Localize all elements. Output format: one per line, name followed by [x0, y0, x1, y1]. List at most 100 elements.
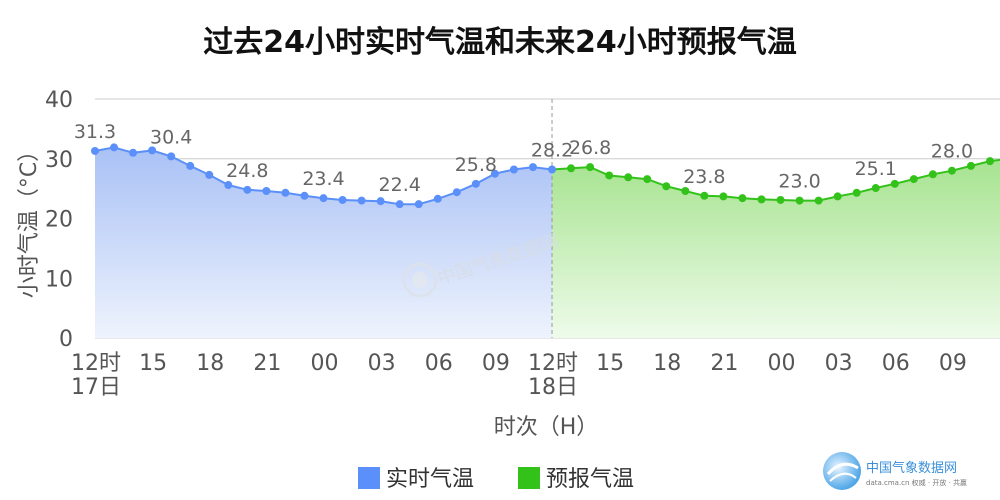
data-point-forecast[interactable]: [662, 182, 671, 191]
data-label-observed: 22.4: [379, 174, 421, 196]
data-label-observed: 28.2: [531, 140, 573, 162]
data-point-forecast[interactable]: [852, 188, 861, 197]
legend-item-observed[interactable]: 实时气温: [358, 467, 474, 492]
data-labels: 31.3 30.4 24.8 23.4 22.4 25.8 28.226.8 23.8 23.0…: [74, 121, 973, 196]
data-point-observed[interactable]: [224, 181, 233, 190]
data-point-forecast[interactable]: [909, 175, 918, 184]
data-point-observed[interactable]: [319, 194, 328, 203]
x-tick-label: 03: [825, 351, 853, 376]
data-point-forecast[interactable]: [833, 192, 842, 201]
x-tick-sublabel: 18日: [528, 375, 578, 400]
data-point-forecast[interactable]: [643, 175, 652, 184]
x-tick-label: 12时: [528, 351, 578, 376]
x-axis-label: 时次（H）: [494, 415, 599, 440]
data-point-forecast[interactable]: [719, 192, 728, 201]
data-point-observed[interactable]: [376, 197, 385, 206]
data-label-observed: 25.8: [455, 154, 497, 176]
cma-logo-icon: [823, 452, 861, 490]
cma-data-logo: 中国气象数据网 data.cma.cn 权威 · 开放 · 共赢: [823, 452, 967, 490]
x-tick-label: 21: [253, 351, 281, 376]
data-point-forecast[interactable]: [738, 194, 747, 203]
cma-logo-subtitle: data.cma.cn 权威 · 开放 · 共赢: [866, 478, 967, 487]
data-point-forecast[interactable]: [986, 157, 994, 166]
data-point-observed[interactable]: [148, 146, 157, 155]
data-point-observed[interactable]: [167, 152, 176, 161]
x-tick-label: 15: [596, 351, 624, 376]
data-point-forecast[interactable]: [928, 170, 937, 179]
x-tick-label: 15: [139, 351, 167, 376]
data-point-observed[interactable]: [548, 165, 557, 174]
x-tick-sublabel: 17日: [71, 375, 121, 400]
data-point-observed[interactable]: [129, 148, 138, 157]
data-point-forecast[interactable]: [567, 164, 576, 173]
data-point-observed[interactable]: [243, 185, 252, 194]
data-label-forecast: 26.8: [569, 137, 611, 159]
legend: 实时气温 预报气温: [358, 467, 634, 492]
data-point-observed[interactable]: [433, 194, 442, 203]
data-label-forecast: 23.0: [778, 171, 820, 193]
data-label-observed: 24.8: [226, 160, 268, 182]
legend-label-forecast: 预报气温: [546, 467, 634, 492]
y-tick-label: 10: [45, 267, 73, 292]
data-point-observed[interactable]: [338, 195, 347, 204]
data-point-forecast[interactable]: [757, 195, 766, 204]
data-point-forecast[interactable]: [947, 166, 956, 175]
x-tick-label: 18: [196, 351, 224, 376]
data-point-forecast[interactable]: [795, 196, 804, 205]
data-point-forecast[interactable]: [966, 161, 975, 170]
data-point-observed[interactable]: [471, 179, 480, 188]
data-label-observed: 30.4: [150, 126, 192, 148]
legend-item-forecast[interactable]: 预报气温: [518, 467, 634, 492]
data-point-forecast[interactable]: [700, 191, 709, 200]
data-label-forecast: 28.0: [931, 141, 973, 163]
legend-swatch-observed: [358, 467, 380, 489]
data-point-observed[interactable]: [509, 165, 518, 174]
data-point-observed[interactable]: [281, 188, 290, 197]
data-point-forecast[interactable]: [776, 195, 785, 204]
data-point-forecast[interactable]: [890, 179, 899, 188]
x-tick-label: 00: [768, 351, 796, 376]
x-tick-label: 06: [425, 351, 453, 376]
x-tick-label: 09: [939, 351, 967, 376]
data-point-observed[interactable]: [110, 143, 119, 152]
cma-logo-title: 中国气象数据网: [866, 460, 957, 476]
legend-label-observed: 实时气温: [386, 467, 474, 492]
data-point-observed[interactable]: [91, 146, 99, 155]
data-point-observed[interactable]: [205, 170, 214, 179]
y-tick-label: 40: [45, 88, 73, 113]
data-point-forecast[interactable]: [814, 196, 823, 205]
data-label-observed: 31.3: [74, 121, 116, 143]
data-point-forecast[interactable]: [605, 171, 614, 180]
data-point-observed[interactable]: [452, 188, 461, 197]
series-area-observed: [95, 147, 552, 338]
data-point-forecast[interactable]: [681, 187, 690, 196]
data-point-forecast[interactable]: [624, 173, 633, 182]
y-tick-label: 30: [45, 148, 73, 173]
series-areas: [95, 147, 1000, 338]
data-label-forecast: 25.1: [855, 158, 897, 180]
y-tick-label: 0: [59, 327, 73, 352]
data-point-forecast[interactable]: [871, 184, 880, 193]
series-points: [91, 143, 994, 209]
data-point-observed[interactable]: [357, 196, 366, 205]
chart-title: 过去24小时实时气温和未来24小时预报气温: [203, 25, 797, 60]
x-tick-label: 03: [368, 351, 396, 376]
y-axis-ticks: 0 10 20 30 40: [45, 88, 73, 352]
legend-swatch-forecast: [518, 467, 540, 489]
x-tick-label: 09: [482, 351, 510, 376]
data-point-forecast[interactable]: [586, 163, 595, 172]
x-tick-label: 00: [311, 351, 339, 376]
x-tick-label: 18: [653, 351, 681, 376]
data-point-observed[interactable]: [186, 161, 195, 170]
y-axis-label: 小时气温（°C）: [17, 140, 42, 298]
data-label-forecast: 23.8: [683, 166, 725, 188]
data-point-observed[interactable]: [262, 187, 271, 196]
data-point-observed[interactable]: [395, 200, 404, 209]
data-point-observed[interactable]: [528, 163, 537, 172]
x-tick-label: 06: [882, 351, 910, 376]
data-point-observed[interactable]: [490, 169, 499, 178]
data-point-observed[interactable]: [414, 200, 423, 209]
data-point-observed[interactable]: [300, 191, 309, 200]
